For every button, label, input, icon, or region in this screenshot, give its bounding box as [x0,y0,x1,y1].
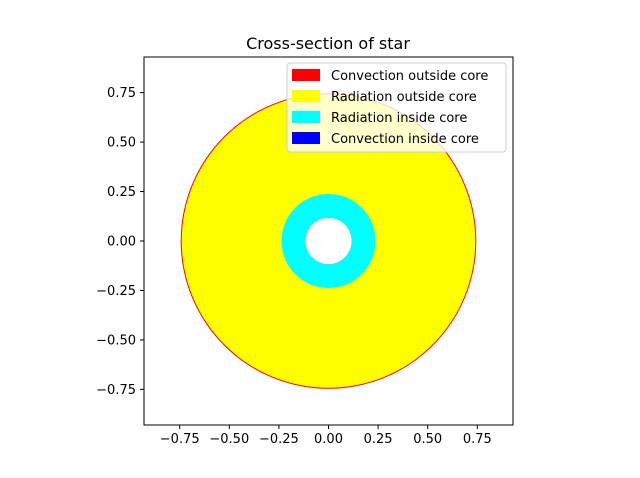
x-tick-label: 0.75 [463,432,492,447]
legend-swatch [292,90,320,102]
legend-label: Convection inside core [331,132,479,147]
chart-title: Cross-section of star [246,34,410,53]
legend-swatch [292,132,320,144]
y-tick-label: 0.00 [107,235,136,250]
y-tick-label: −0.50 [96,333,136,348]
legend: Convection outside core Radiation outside… [286,62,507,153]
x-tick-label: −0.75 [160,432,200,447]
x-tick-label: 0.50 [413,432,442,447]
core-hole [305,217,352,265]
y-tick-label: 0.25 [107,185,136,200]
legend-swatch [292,111,320,123]
x-tick-label: −0.50 [209,432,249,447]
legend-label: Convection outside core [331,69,488,84]
x-tick-label: 0.00 [314,432,343,447]
legend-label: Radiation outside core [331,90,477,105]
x-tick-label: −0.25 [259,432,299,447]
x-tick-label: 0.25 [364,432,393,447]
y-tick-label: 0.75 [107,86,136,101]
legend-swatch [292,69,320,81]
y-tick-label: −0.25 [96,284,136,299]
y-tick-label: −0.75 [96,383,136,398]
legend-box [286,62,507,153]
axes: −0.75 −0.50 −0.25 0.00 0.25 0.50 0.75 0.75 0.50 0… [96,56,514,447]
y-tick-label: 0.50 [107,136,136,151]
legend-label: Radiation inside core [331,111,467,126]
